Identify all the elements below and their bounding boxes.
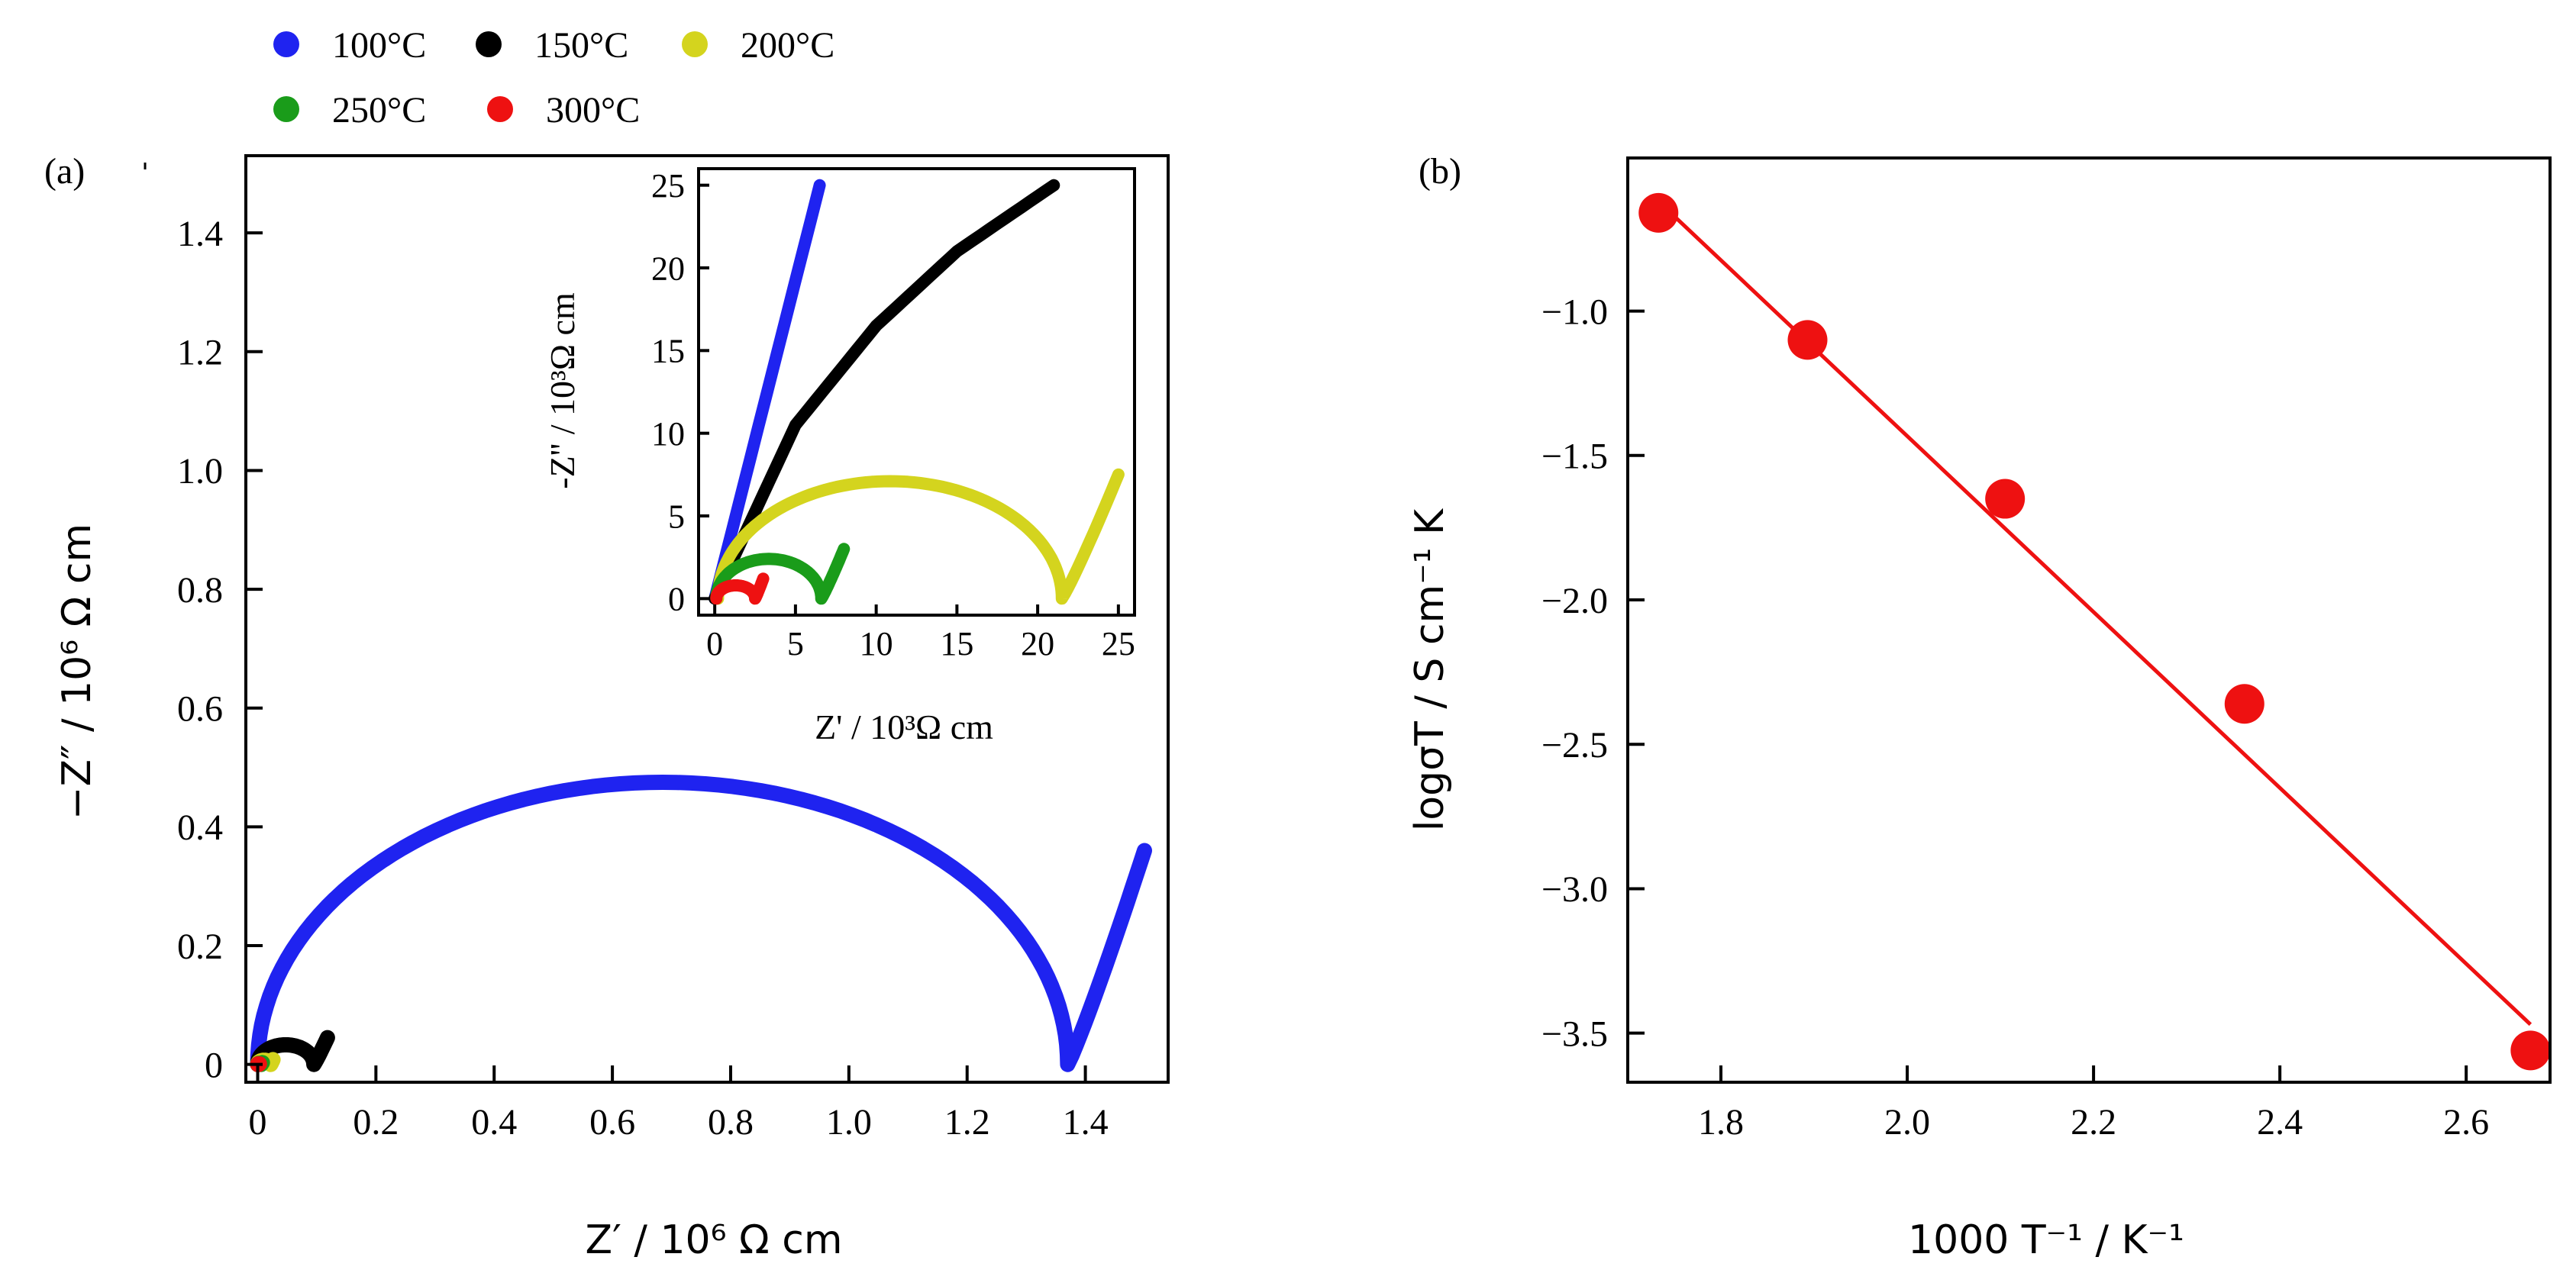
inset-x-tick-label-0: 0 <box>706 625 723 662</box>
legend-marker-300-c <box>487 96 513 122</box>
panel-a-y-tick-label-1-4: 1.4 <box>177 214 223 254</box>
panel-b-y-tick-label-2-0: −2.0 <box>1541 581 1608 621</box>
inset-series-200-c <box>712 468 1125 605</box>
inset-series-group <box>709 179 1125 605</box>
panel-b-axes: 1.8 2.0 2.2 2.4 2.6 −1.0 −1.5 −2.0 −2.5 −3.0 −3.5 <box>1541 292 2489 1143</box>
inset-x-tick-label-20: 20 <box>1021 625 1054 662</box>
panel-b-x-label: 1000 T⁻¹ / K⁻¹ <box>1908 1217 2184 1263</box>
panel-a-x-tick-label-0-4: 0.4 <box>471 1102 517 1143</box>
inset-y-tick-label-5: 5 <box>668 498 685 535</box>
panel-b-y-tick-label-1-0: −1.0 <box>1541 292 1608 332</box>
inset-x-label: Z' / 10³Ω cm <box>815 707 993 746</box>
panel-a-y-tick-label-0-8: 0.8 <box>177 570 223 611</box>
inset-series-250-c <box>710 543 851 605</box>
panel-a-x-tick-label-1-4: 1.4 <box>1063 1102 1109 1143</box>
panel-b-y-tick-label-3-0: −3.0 <box>1541 869 1608 910</box>
panel-b-x-tick-label-2-0: 2.0 <box>1884 1102 1930 1143</box>
panel-a-axes: 0 0.2 0.4 0.6 0.8 1.0 1.2 1.4 0 0.2 0.4 0.6 0.8 1.0 1.… <box>177 214 1109 1143</box>
inset-y-tick-label-25: 25 <box>651 167 685 205</box>
panel-a-y-tick-label-0-6: 0.6 <box>177 689 223 730</box>
inset-series-100-c <box>709 179 826 605</box>
panel-b-y-label: logσT / S cm⁻¹ K <box>1407 508 1453 831</box>
legend-label-200-c: 200°C <box>741 25 834 66</box>
inset-x-tick-label-25: 25 <box>1102 625 1135 662</box>
legend-marker-150-c <box>476 31 502 57</box>
panel-a-label: (a) <box>44 151 85 192</box>
panel-a-y-label: −Z″ / 10⁶ Ω cm <box>54 524 100 820</box>
panel-a-y-tick-label-0-2: 0.2 <box>177 927 223 967</box>
inset-x-tick-label-10: 10 <box>860 625 893 662</box>
panel-a-x-tick-label-0-6: 0.6 <box>589 1102 635 1143</box>
panel-a-y-tick-label-0: 0 <box>205 1045 223 1085</box>
panel-b-point-2 <box>1787 320 1828 360</box>
legend-label-100-c: 100°C <box>332 25 426 66</box>
inset-y-tick-label-10: 10 <box>651 415 685 453</box>
legend-label-250-c: 250°C <box>332 90 426 131</box>
panel-a-y-tick-label-1-0: 1.0 <box>177 451 223 492</box>
panel-a-x-tick-label-0: 0 <box>248 1102 266 1143</box>
panel-b-y-tick-label-2-5: −2.5 <box>1541 725 1608 765</box>
panel-a-x-tick-label-0-8: 0.8 <box>708 1102 754 1143</box>
panel-a-x-tick-label-1-0: 1.0 <box>826 1102 872 1143</box>
legend-marker-200-c <box>682 31 708 57</box>
panel-b-point-4 <box>2224 684 2264 724</box>
panel-b-plot: 1.8 2.0 2.2 2.4 2.6 −1.0 −1.5 −2.0 −2.5 −3.0 −3.5 <box>1541 156 2552 1143</box>
inset-y-tick-label-15: 15 <box>651 333 685 370</box>
legend-label-150-c: 150°C <box>534 25 628 66</box>
inset-x-tick-label-5: 5 <box>787 625 804 662</box>
panel-b-x-tick-label-1-8: 1.8 <box>1698 1102 1744 1143</box>
legend: 100°C 150°C 200°C 250°C 300°C <box>273 25 834 131</box>
panel-b-x-tick-label-2-4: 2.4 <box>2257 1102 2303 1143</box>
panel-a-plot: 0 0.2 0.4 0.6 0.8 1.0 1.2 1.4 0 0.2 0.4 0.6 0.8 1.0 1.… <box>177 154 1170 1143</box>
inset-y-label: -Z'' / 10³Ω cm <box>543 292 582 489</box>
panel-a-x-label: Z′ / 10⁶ Ω cm <box>585 1217 842 1263</box>
panel-a-y-tick-label-1-2: 1.2 <box>177 333 223 373</box>
panel-b-series-group <box>1638 192 2551 1071</box>
panel-b-x-tick-label-2-6: 2.6 <box>2443 1102 2489 1143</box>
inset-series-300-c <box>710 572 770 605</box>
panel-b-y-tick-label-1-5: −1.5 <box>1541 437 1608 477</box>
inset-x-tick-label-15: 15 <box>940 625 973 662</box>
panel-a-x-tick-label-1-2: 1.2 <box>944 1102 990 1143</box>
panel-a-x-tick-label-0-2: 0.2 <box>353 1102 399 1143</box>
legend-marker-100-c <box>273 31 299 57</box>
legend-marker-250-c <box>273 96 299 122</box>
panel-b-y-tick-label-3-5: −3.5 <box>1541 1014 1608 1054</box>
panel-b-point-1 <box>1638 192 1679 233</box>
panel-b-point-3 <box>1985 479 2026 519</box>
inset-series-150-c <box>709 179 1060 605</box>
panel-b-label: (b) <box>1419 151 1461 192</box>
panel-a-y-tick-label-0-4: 0.4 <box>177 807 223 848</box>
panel-a-frame <box>244 154 1170 1084</box>
panel-a-series-100-c <box>250 775 1152 1072</box>
legend-label-300-c: 300°C <box>546 90 640 131</box>
inset-axes: 0 5 10 15 20 25 0 5 10 15 20 25 <box>651 167 1135 662</box>
inset-y-tick-label-20: 20 <box>651 250 685 287</box>
inset-frame <box>697 167 1136 617</box>
panel-a-inset: 0 5 10 15 20 25 0 5 10 15 20 25 <box>651 167 1136 662</box>
panel-a-series-group <box>250 775 1152 1072</box>
panel-b-x-tick-label-2-2: 2.2 <box>2071 1102 2116 1143</box>
inset-y-tick-label-0: 0 <box>668 581 685 618</box>
panel-b-frame <box>1626 156 2552 1084</box>
panel-b-point-5 <box>2510 1030 2551 1071</box>
panel-b-fit-line <box>1657 199 2532 1027</box>
